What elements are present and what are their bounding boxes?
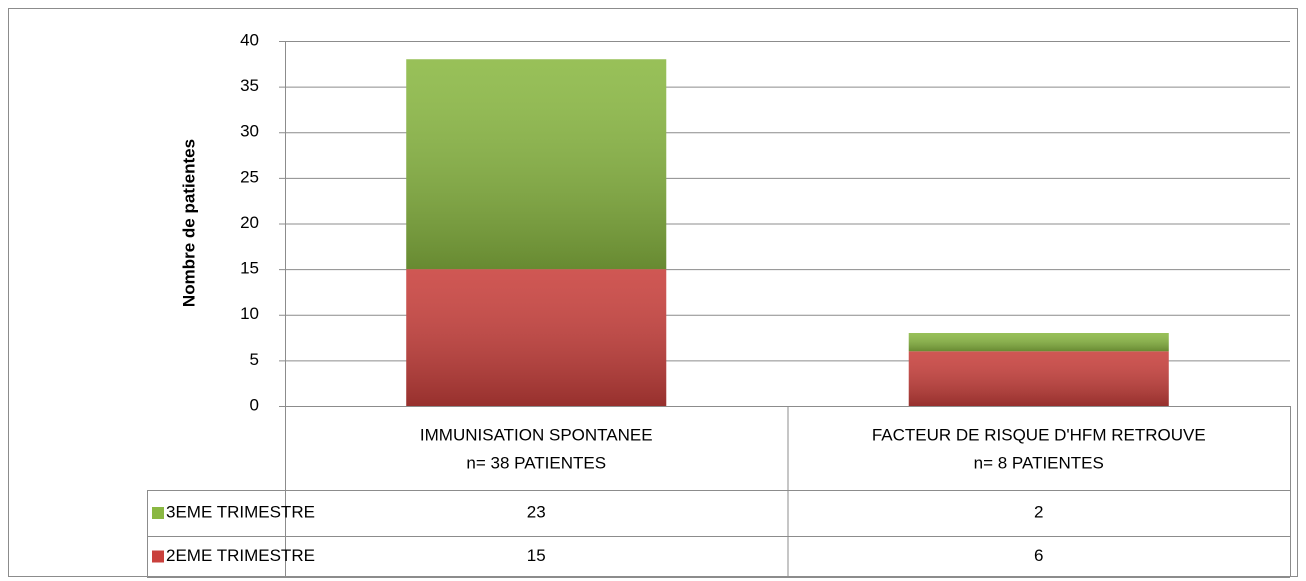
x-tick-label: FACTEUR DE RISQUE D'HFM RETROUVE [872,425,1206,444]
y-tick-label: 0 [250,395,259,414]
y-tick-label: 10 [240,304,259,323]
bar-shade [406,269,667,406]
bar-shade [908,351,1169,406]
x-tick-label: n= 38 PATIENTES [466,453,606,472]
legend-label: 2EME TRIMESTRE [166,546,315,565]
chart-border [8,8,1298,577]
table-value: 15 [527,546,546,565]
y-tick-label: 5 [250,350,259,369]
legend-key [152,507,164,519]
table-value: 2 [1034,502,1043,521]
table-value: 23 [527,502,546,521]
legend-key [152,550,164,563]
y-tick-label: 30 [240,122,259,141]
legend-label: 3EME TRIMESTRE [166,502,315,521]
bar-shade [406,59,667,270]
table-value: 6 [1034,546,1043,565]
bar-shade [908,333,1169,352]
x-tick-label: n= 8 PATIENTES [974,453,1104,472]
y-tick-label: 15 [240,259,259,278]
y-tick-label: 40 [240,30,259,49]
y-tick-label: 25 [240,167,259,186]
x-tick-label: IMMUNISATION SPONTANEE [420,425,653,444]
y-tick-label: 20 [240,213,259,232]
y-axis-title: Nombre de patientes [179,139,198,307]
y-tick-label: 35 [240,76,259,95]
